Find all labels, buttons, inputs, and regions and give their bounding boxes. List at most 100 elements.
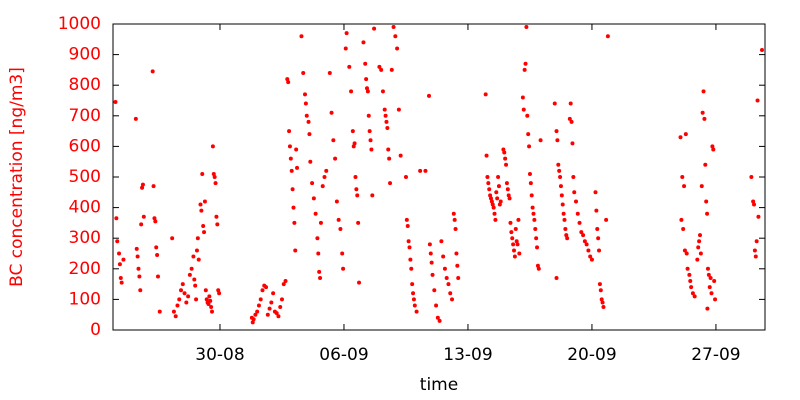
data-point bbox=[294, 147, 299, 152]
data-point bbox=[214, 214, 219, 219]
data-point bbox=[709, 291, 714, 296]
data-point bbox=[408, 257, 413, 262]
data-point bbox=[562, 217, 567, 222]
data-point bbox=[520, 95, 525, 100]
data-point bbox=[753, 254, 758, 259]
data-point bbox=[334, 199, 339, 204]
data-point bbox=[527, 171, 532, 176]
data-point bbox=[310, 181, 315, 186]
data-point bbox=[604, 217, 609, 222]
data-point bbox=[533, 227, 538, 232]
data-point bbox=[357, 280, 362, 285]
data-point bbox=[136, 266, 141, 271]
data-point bbox=[574, 199, 579, 204]
data-point bbox=[288, 156, 293, 161]
data-point bbox=[372, 26, 377, 31]
data-point bbox=[152, 216, 157, 221]
data-point bbox=[512, 248, 517, 253]
data-point bbox=[256, 303, 261, 308]
data-point bbox=[690, 291, 695, 296]
data-point bbox=[171, 309, 176, 314]
data-point bbox=[582, 239, 587, 244]
data-point bbox=[699, 184, 704, 189]
data-point bbox=[324, 168, 329, 173]
y-tick-label: 500 bbox=[69, 167, 101, 187]
data-point bbox=[364, 86, 369, 91]
data-point bbox=[536, 266, 541, 271]
data-point bbox=[558, 175, 563, 179]
data-point bbox=[516, 217, 521, 222]
data-point bbox=[212, 175, 217, 179]
data-point bbox=[193, 283, 198, 288]
x-tick-label: 13-09 bbox=[443, 345, 492, 365]
data-point bbox=[406, 239, 411, 244]
data-point bbox=[186, 294, 191, 299]
data-point bbox=[488, 193, 493, 198]
data-point bbox=[754, 239, 759, 244]
data-point bbox=[313, 211, 318, 216]
data-point bbox=[349, 89, 354, 94]
data-point bbox=[278, 305, 283, 310]
y-axis-label: BC concentration [ng/m3] bbox=[7, 67, 27, 287]
y-tick-label: 0 bbox=[90, 320, 101, 340]
data-point bbox=[201, 223, 206, 228]
data-point bbox=[308, 159, 313, 164]
data-point bbox=[512, 254, 517, 259]
data-point bbox=[702, 116, 707, 121]
data-point bbox=[388, 181, 393, 186]
data-point bbox=[448, 291, 453, 296]
data-point bbox=[405, 223, 410, 228]
data-point bbox=[355, 193, 360, 198]
data-point bbox=[569, 119, 574, 124]
data-point bbox=[281, 282, 286, 287]
data-point bbox=[391, 25, 396, 30]
data-point bbox=[306, 119, 311, 124]
data-point bbox=[189, 266, 194, 271]
data-point bbox=[596, 236, 601, 241]
data-point bbox=[133, 116, 138, 121]
data-point bbox=[453, 227, 458, 232]
y-tick-label: 100 bbox=[69, 289, 101, 309]
data-point bbox=[697, 233, 702, 238]
data-point bbox=[341, 266, 346, 271]
data-point bbox=[121, 257, 126, 262]
data-point bbox=[411, 297, 416, 302]
data-point bbox=[454, 251, 459, 256]
data-point bbox=[581, 233, 586, 238]
data-point bbox=[428, 251, 433, 256]
data-point bbox=[195, 236, 200, 241]
data-point bbox=[115, 239, 120, 244]
data-point bbox=[299, 34, 304, 39]
data-point bbox=[681, 227, 686, 232]
data-point bbox=[697, 239, 702, 244]
data-point bbox=[395, 46, 400, 51]
data-point bbox=[369, 147, 374, 152]
data-point bbox=[209, 305, 214, 310]
data-point bbox=[515, 242, 520, 247]
data-point bbox=[572, 190, 577, 195]
data-point bbox=[403, 175, 408, 179]
data-point bbox=[361, 40, 366, 45]
y-tick-label: 400 bbox=[69, 198, 101, 218]
data-point bbox=[688, 279, 693, 284]
data-point bbox=[216, 288, 221, 293]
data-point bbox=[597, 282, 602, 287]
data-point bbox=[507, 196, 512, 201]
data-point bbox=[150, 69, 155, 74]
data-point bbox=[170, 236, 175, 241]
data-point bbox=[153, 219, 158, 224]
y-tick-label: 600 bbox=[69, 136, 101, 156]
data-point bbox=[755, 98, 760, 103]
data-point bbox=[558, 184, 563, 189]
data-point bbox=[217, 291, 222, 296]
data-point bbox=[554, 129, 559, 134]
data-point bbox=[589, 257, 594, 262]
data-point bbox=[491, 205, 496, 210]
data-point bbox=[387, 156, 392, 161]
data-point bbox=[594, 208, 599, 213]
data-point bbox=[135, 254, 140, 259]
data-point bbox=[483, 92, 488, 97]
data-point bbox=[530, 205, 535, 210]
data-point bbox=[265, 312, 270, 317]
